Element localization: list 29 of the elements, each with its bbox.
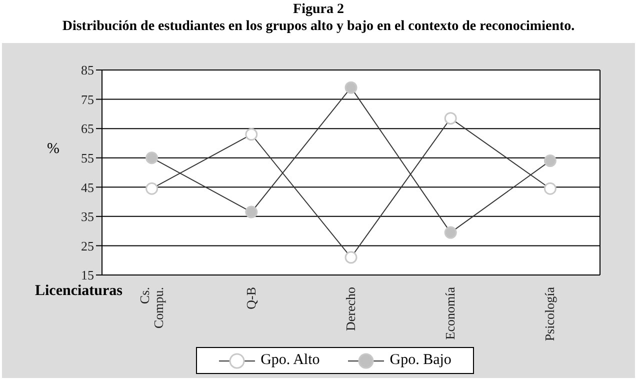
y-tick-label: 15	[81, 268, 94, 283]
y-tick-label: 35	[81, 209, 94, 224]
y-tick-label: 85	[81, 62, 94, 78]
x-tick-label: Cs. Compu.	[136, 287, 166, 329]
y-tick-label: 55	[81, 150, 94, 166]
chart-subtitle: Distribución de estudiantes en los grupos alto y bajo en el contexto de reconocimiento.	[61, 18, 576, 35]
y-axis-title: %	[47, 141, 60, 158]
x-tick-label: Economía	[442, 286, 458, 340]
point	[444, 112, 457, 125]
legend-label: Gpo. Alto	[260, 352, 320, 369]
point	[146, 182, 158, 195]
point	[146, 152, 158, 164]
point	[544, 182, 556, 195]
y-tick-label: 45	[81, 180, 94, 195]
y-tick-label: 65	[81, 121, 94, 136]
x-tick-label: Q-B	[243, 286, 258, 310]
y-tick-label: 75	[81, 92, 94, 107]
point	[245, 128, 258, 141]
point	[444, 226, 457, 239]
x-tick-label: Derecho	[343, 287, 358, 332]
point	[245, 206, 258, 218]
point	[344, 251, 358, 264]
x-tick-label: Psicología	[542, 286, 558, 342]
y-tick-label: 25	[81, 238, 94, 254]
point	[544, 154, 556, 168]
chart-title: Figura 2	[292, 1, 345, 18]
point	[344, 81, 358, 94]
legend-label: Gpo. Bajo	[388, 352, 452, 369]
x-axis-title: Licenciaturas	[35, 283, 122, 300]
